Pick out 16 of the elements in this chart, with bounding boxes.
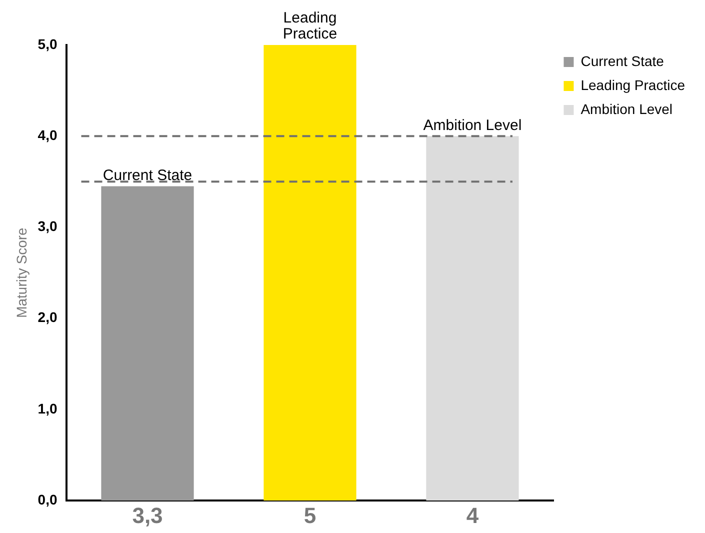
y-tick-label: 0,0 [38, 491, 58, 508]
legend-label: Current State [580, 52, 664, 69]
y-tick-label: 2,0 [38, 309, 58, 326]
x-tick-label: 5 [304, 502, 316, 528]
x-tick-label: 4 [466, 502, 480, 528]
legend-label: Ambition Level [580, 100, 673, 117]
annotation: Ambition Level [423, 116, 522, 134]
annotation: Leading Practice [282, 10, 338, 43]
annotation: Current State [102, 166, 192, 184]
y-tick-label: 1,0 [38, 400, 58, 416]
y-tick-label: 5,0 [38, 36, 58, 52]
y-axis-title: Maturity Score [13, 227, 30, 318]
y-tick-label: 4,0 [38, 126, 58, 143]
y-tick-label: 3,0 [38, 218, 58, 234]
x-tick-label: 3,3 [132, 502, 163, 528]
legend-label: Leading Practice [580, 76, 686, 93]
